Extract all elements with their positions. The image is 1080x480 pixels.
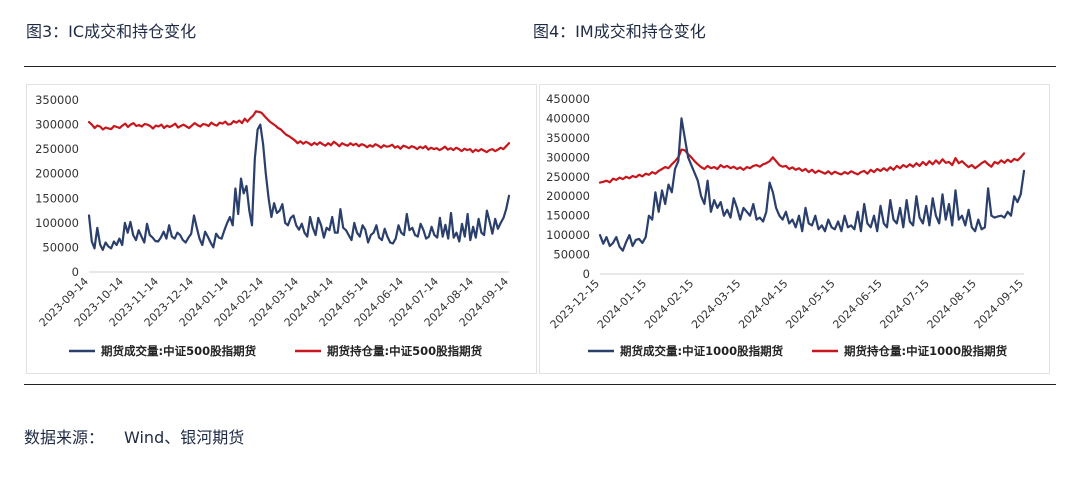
- x-tick-label: 2024-02-15: [642, 277, 696, 331]
- series-line-volume: [598, 117, 1026, 252]
- source-value: Wind、银河期货: [124, 428, 245, 447]
- y-tick-label: 250000: [546, 170, 590, 184]
- y-tick-label: 0: [72, 265, 79, 279]
- legend-label: 期货成交量:中证1000股指期货: [620, 344, 784, 358]
- legend-label: 期货持仓量:中证500股指期货: [327, 344, 483, 358]
- y-tick-label: 200000: [546, 189, 590, 203]
- y-tick-label: 100000: [35, 216, 79, 230]
- series-line-volume: [87, 123, 511, 251]
- y-tick-label: 50000: [553, 248, 590, 262]
- chart-ic-volume-oi: 0 50000 100000 150000 200000 250000 300000 3500…: [35, 93, 511, 358]
- x-tick-label: 2023-12-15: [548, 277, 602, 331]
- source-note: 数据来源： Wind、银河期货: [24, 424, 244, 448]
- figure-title-im: 图4：IM成交和持仓变化: [533, 22, 706, 41]
- y-tick-label: 150000: [35, 191, 79, 205]
- y-tick-label: 50000: [42, 240, 79, 254]
- chart-im-volume-oi: 0 50000 100000 150000 200000 250000 300000 3500…: [546, 92, 1026, 358]
- series-line-open-interest: [87, 110, 511, 154]
- legend-label: 期货持仓量:中证1000股指期货: [844, 344, 1008, 358]
- y-tick-label: 300000: [546, 150, 590, 164]
- y-tick-label: 400000: [546, 111, 590, 125]
- x-tick-label: 2024-04-15: [736, 277, 790, 331]
- y-tick-label: 100000: [546, 228, 590, 242]
- y-tick-label: 200000: [35, 167, 79, 181]
- chart-panel-ic: 0 50000 100000 150000 200000 250000 300000 3500…: [26, 84, 537, 374]
- x-tick-label: 2024-03-15: [689, 277, 743, 331]
- legend-label: 期货成交量:中证500股指期货: [101, 344, 257, 358]
- x-tick-label: 2024-09-15: [972, 277, 1026, 331]
- x-tick-label: 2024-06-15: [830, 277, 884, 331]
- y-tick-label: 150000: [546, 209, 590, 223]
- x-tick-label: 2024-01-15: [595, 277, 649, 331]
- y-tick-label: 350000: [35, 93, 79, 107]
- figure-title-ic: 图3：IC成交和持仓变化: [26, 22, 197, 41]
- source-label: 数据来源：: [24, 428, 105, 447]
- y-tick-label: 350000: [546, 131, 590, 145]
- y-tick-label: 300000: [35, 118, 79, 132]
- x-tick-label: 2024-07-15: [877, 277, 931, 331]
- bottom-rule: [24, 384, 1056, 385]
- y-tick-label: 0: [583, 267, 590, 281]
- top-rule: [24, 66, 1056, 67]
- series-line-open-interest: [598, 148, 1026, 184]
- x-tick-label: 2024-08-15: [925, 277, 979, 331]
- y-tick-label: 250000: [35, 142, 79, 156]
- x-tick-label: 2024-05-15: [783, 277, 837, 331]
- chart-panel-im: 0 50000 100000 150000 200000 250000 300000 3500…: [539, 84, 1050, 374]
- y-tick-label: 450000: [546, 92, 590, 106]
